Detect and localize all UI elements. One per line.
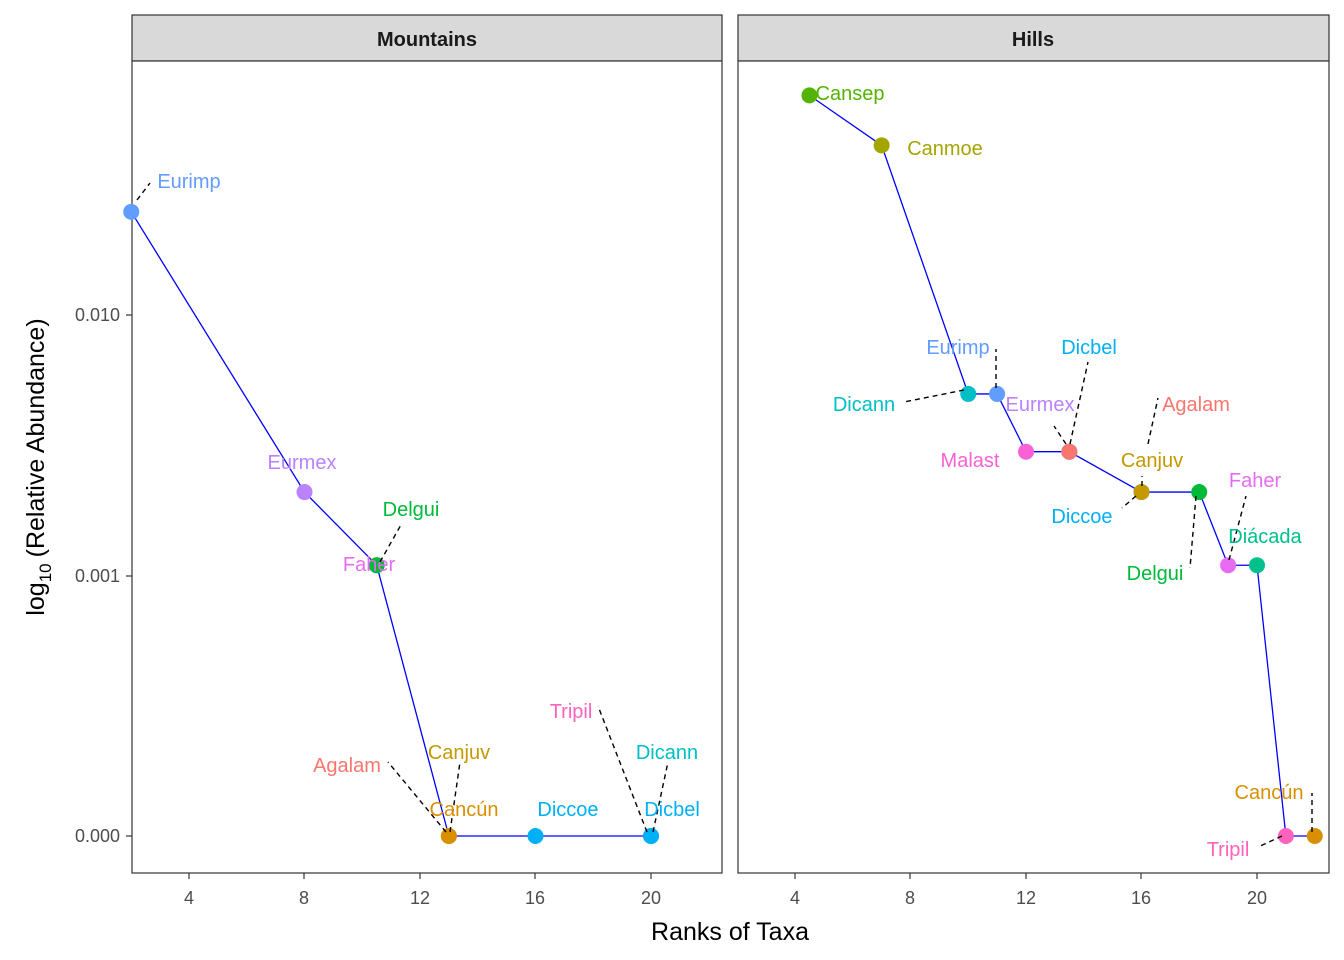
- point-label-eurmex: Eurmex: [268, 452, 337, 474]
- point-label-delgui: Delgui: [383, 499, 440, 521]
- x-tick-label: 12: [410, 888, 430, 908]
- data-point-cansep: [801, 87, 818, 104]
- x-tick-label: 4: [790, 888, 800, 908]
- y-tick-label: 0.010: [75, 305, 120, 325]
- x-tick-label: 20: [641, 888, 661, 908]
- label-leader-line: [1147, 397, 1159, 445]
- point-label-diccoe: Diccoe: [537, 799, 598, 821]
- data-point-cancún: [1306, 828, 1323, 844]
- data-point-cancún: [440, 828, 457, 844]
- y-axis-title-main: (Relative Abundance): [22, 318, 50, 557]
- label-leader-line: [136, 182, 151, 201]
- point-label-eurimp: Eurimp: [157, 171, 220, 193]
- y-axis-title-sub: 10: [36, 563, 55, 582]
- data-point-eurmex: [296, 484, 313, 501]
- data-point-eurimp: [123, 203, 140, 220]
- label-leader-line: [387, 761, 447, 833]
- strip-mountains-bg: [131, 14, 723, 62]
- y-axis-title: log10 (Relative Abundance): [22, 318, 55, 615]
- data-point-canjuv: [1133, 484, 1150, 501]
- point-label-dicann: Dicann: [833, 394, 895, 416]
- point-label-canmoe: Canmoe: [907, 138, 983, 160]
- x-tick-label: 8: [905, 888, 915, 908]
- panel-mountains: Mountains Eurimp Eurmex Faher Delgui Agalam C…: [123, 14, 723, 874]
- y-axis-title-log: log: [22, 582, 50, 615]
- label-leader-line: [597, 705, 648, 833]
- marks-hills: Cansep Canmoe Dicann Eurimp Malast Eurmex Dicb…: [801, 83, 1323, 861]
- point-label-diccoe: Diccoe: [1051, 506, 1112, 528]
- data-point-eurimp: [989, 385, 1006, 402]
- label-leader-line: [1189, 495, 1197, 569]
- series-line: [130, 211, 651, 837]
- strip-hills-label: Hills: [1012, 29, 1054, 51]
- y-tick-label: 0.000: [75, 826, 120, 846]
- label-leader-line: [1069, 361, 1089, 445]
- point-label-canjuv: Canjuv: [428, 742, 490, 764]
- x-tick-label: 12: [1016, 888, 1036, 908]
- strip-mountains-label: Mountains: [377, 29, 477, 51]
- point-label-tripil: Tripil: [1207, 839, 1250, 861]
- data-point-diácada: [1249, 557, 1265, 574]
- data-point-faher: [1220, 557, 1237, 574]
- label-leader-line: [449, 761, 461, 833]
- point-label-cancún: Cancún: [1235, 782, 1304, 804]
- panel-hills: Hills Cansep Canmoe Dicann Eurimp Malast Eurm…: [737, 14, 1330, 874]
- label-leader-line: [652, 761, 669, 833]
- data-point-canmoe: [873, 137, 890, 154]
- plot-area-mountains: [131, 60, 723, 874]
- point-label-malast: Malast: [941, 450, 1000, 472]
- label-leader-line: [379, 522, 403, 563]
- point-label-cansep: Cansep: [816, 83, 885, 105]
- point-label-faher: Faher: [1229, 470, 1282, 492]
- label-leader-line: [1257, 835, 1283, 848]
- label-leader-line: [1228, 495, 1247, 561]
- point-label-agalam: Agalam: [313, 755, 381, 777]
- plot-area-hills: [737, 60, 1330, 874]
- data-point-dicbel: [643, 828, 659, 844]
- y-axis: 0.000 0.001 0.010: [75, 305, 132, 846]
- label-leader-line: [903, 389, 965, 403]
- marks-mountains: Eurimp Eurmex Faher Delgui Agalam Canjuv Cancú…: [123, 171, 700, 844]
- x-tick-label: 16: [1131, 888, 1151, 908]
- series-line: [809, 94, 1315, 837]
- data-point-diccoe: [527, 828, 544, 844]
- x-tick-label: 20: [1247, 888, 1267, 908]
- x-tick-label: 16: [525, 888, 545, 908]
- x-axis-title: Ranks of Taxa: [651, 918, 809, 946]
- label-leader-line: [1121, 495, 1137, 509]
- point-label-faher: Faher: [343, 554, 396, 576]
- strip-hills-bg: [737, 14, 1330, 62]
- point-label-tripil: Tripil: [550, 701, 593, 723]
- label-leader-line: [1053, 425, 1067, 445]
- data-point-malast: [1018, 443, 1034, 460]
- point-label-diácada: Diácada: [1228, 526, 1302, 548]
- data-point-agalam: [1061, 443, 1078, 460]
- data-point-delgui: [1191, 484, 1208, 501]
- point-label-dicbel: Dicbel: [644, 799, 700, 821]
- x-axis-hills: 4 8 12 16 20: [790, 873, 1267, 908]
- point-label-agalam: Agalam: [1162, 394, 1230, 416]
- x-tick-label: 4: [184, 888, 194, 908]
- data-point-tripil: [1277, 828, 1294, 844]
- point-label-cancún: Cancún: [430, 799, 499, 821]
- point-label-canjuv: Canjuv: [1121, 450, 1183, 472]
- point-label-eurmex: Eurmex: [1006, 394, 1075, 416]
- y-tick-label: 0.001: [75, 566, 120, 586]
- point-label-delgui: Delgui: [1127, 563, 1184, 585]
- point-label-eurimp: Eurimp: [926, 337, 989, 359]
- data-point-dicann: [960, 385, 977, 402]
- x-axis-mountains: 4 8 12 16 20: [184, 873, 661, 908]
- point-label-dicann: Dicann: [636, 742, 698, 764]
- x-tick-label: 8: [299, 888, 309, 908]
- point-label-dicbel: Dicbel: [1061, 337, 1117, 359]
